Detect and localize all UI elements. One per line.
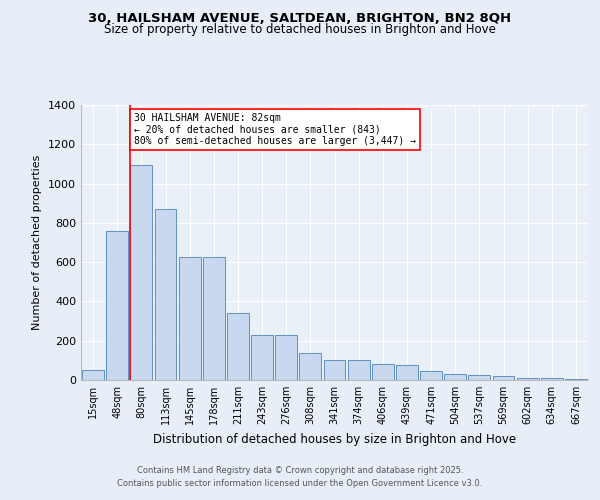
Bar xyxy=(323,360,346,380)
Bar xyxy=(445,374,466,380)
Bar xyxy=(396,366,418,380)
Text: 30 HAILSHAM AVENUE: 82sqm
← 20% of detached houses are smaller (843)
80% of semi: 30 HAILSHAM AVENUE: 82sqm ← 20% of detac… xyxy=(134,114,416,146)
Bar xyxy=(106,230,128,380)
Bar xyxy=(372,364,394,380)
X-axis label: Distribution of detached houses by size in Brighton and Hove: Distribution of detached houses by size … xyxy=(153,432,516,446)
Text: Contains HM Land Registry data © Crown copyright and database right 2025.: Contains HM Land Registry data © Crown c… xyxy=(137,466,463,475)
Bar xyxy=(469,375,490,380)
Bar xyxy=(130,165,152,380)
Bar xyxy=(155,209,176,380)
Bar xyxy=(493,376,514,380)
Text: 30, HAILSHAM AVENUE, SALTDEAN, BRIGHTON, BN2 8QH: 30, HAILSHAM AVENUE, SALTDEAN, BRIGHTON,… xyxy=(88,12,512,26)
Bar xyxy=(541,378,563,380)
Bar xyxy=(420,371,442,380)
Bar xyxy=(275,335,297,380)
Bar xyxy=(203,257,224,380)
Bar xyxy=(565,379,587,380)
Bar xyxy=(227,313,249,380)
Bar xyxy=(179,257,200,380)
Y-axis label: Number of detached properties: Number of detached properties xyxy=(32,155,43,330)
Bar xyxy=(517,378,539,380)
Bar xyxy=(82,370,104,380)
Bar xyxy=(348,360,370,380)
Text: Contains public sector information licensed under the Open Government Licence v3: Contains public sector information licen… xyxy=(118,478,482,488)
Bar xyxy=(299,352,321,380)
Bar xyxy=(251,335,273,380)
Text: Size of property relative to detached houses in Brighton and Hove: Size of property relative to detached ho… xyxy=(104,22,496,36)
